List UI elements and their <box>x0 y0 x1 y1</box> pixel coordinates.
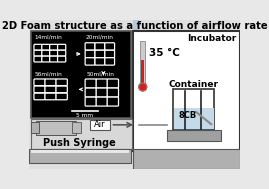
Circle shape <box>139 83 147 91</box>
FancyBboxPatch shape <box>105 43 115 50</box>
FancyBboxPatch shape <box>34 79 45 86</box>
FancyBboxPatch shape <box>58 56 66 62</box>
FancyBboxPatch shape <box>50 56 58 62</box>
FancyBboxPatch shape <box>96 97 108 106</box>
Text: 2D Foam structure as a function of airflow rate: 2D Foam structure as a function of airfl… <box>2 21 267 31</box>
Bar <box>133 31 240 151</box>
FancyBboxPatch shape <box>42 56 50 62</box>
FancyBboxPatch shape <box>96 79 108 88</box>
FancyBboxPatch shape <box>50 44 58 50</box>
FancyBboxPatch shape <box>85 50 95 58</box>
FancyBboxPatch shape <box>58 50 66 56</box>
FancyBboxPatch shape <box>107 88 119 97</box>
FancyBboxPatch shape <box>58 44 66 50</box>
FancyBboxPatch shape <box>85 79 97 88</box>
Bar <box>133 149 240 169</box>
Bar <box>29 149 131 163</box>
FancyBboxPatch shape <box>42 44 50 50</box>
FancyBboxPatch shape <box>107 97 119 106</box>
FancyBboxPatch shape <box>56 86 67 93</box>
FancyBboxPatch shape <box>34 50 42 56</box>
FancyBboxPatch shape <box>56 79 67 86</box>
Bar <box>174 89 214 130</box>
Text: 35 °C: 35 °C <box>149 48 180 58</box>
FancyBboxPatch shape <box>34 86 45 93</box>
Text: Container: Container <box>169 80 219 89</box>
FancyBboxPatch shape <box>45 86 56 93</box>
FancyBboxPatch shape <box>45 93 56 100</box>
Text: 5 mm: 5 mm <box>76 113 93 118</box>
Text: Incubator: Incubator <box>187 34 236 43</box>
Text: 56ml/min: 56ml/min <box>35 71 63 76</box>
Bar <box>167 130 221 141</box>
FancyBboxPatch shape <box>34 56 42 62</box>
FancyBboxPatch shape <box>34 44 42 50</box>
Bar <box>31 150 129 153</box>
FancyBboxPatch shape <box>105 50 115 58</box>
FancyBboxPatch shape <box>95 50 105 58</box>
FancyBboxPatch shape <box>45 79 56 86</box>
FancyBboxPatch shape <box>85 97 97 106</box>
Bar <box>72 122 81 133</box>
Bar <box>140 41 145 83</box>
Bar <box>141 60 144 83</box>
Text: Air: Air <box>94 120 106 129</box>
Bar <box>174 108 214 129</box>
Bar <box>133 20 139 169</box>
FancyBboxPatch shape <box>42 50 50 56</box>
FancyBboxPatch shape <box>85 88 97 97</box>
Bar <box>31 31 131 118</box>
Bar <box>31 122 39 133</box>
FancyBboxPatch shape <box>95 58 105 65</box>
FancyBboxPatch shape <box>85 43 95 50</box>
Bar <box>31 119 132 149</box>
FancyBboxPatch shape <box>105 58 115 65</box>
Text: 20ml/min: 20ml/min <box>86 34 114 39</box>
FancyBboxPatch shape <box>85 58 95 65</box>
FancyBboxPatch shape <box>56 93 67 100</box>
Text: 8CB: 8CB <box>178 111 196 120</box>
Text: 50ml/min: 50ml/min <box>86 71 114 76</box>
Text: 14ml/min: 14ml/min <box>35 34 63 39</box>
FancyBboxPatch shape <box>95 43 105 50</box>
Bar <box>37 121 76 135</box>
FancyBboxPatch shape <box>34 93 45 100</box>
FancyBboxPatch shape <box>96 88 108 97</box>
FancyBboxPatch shape <box>50 50 58 56</box>
Text: Push Syringe: Push Syringe <box>43 138 116 148</box>
FancyBboxPatch shape <box>107 79 119 88</box>
Bar <box>90 120 111 129</box>
